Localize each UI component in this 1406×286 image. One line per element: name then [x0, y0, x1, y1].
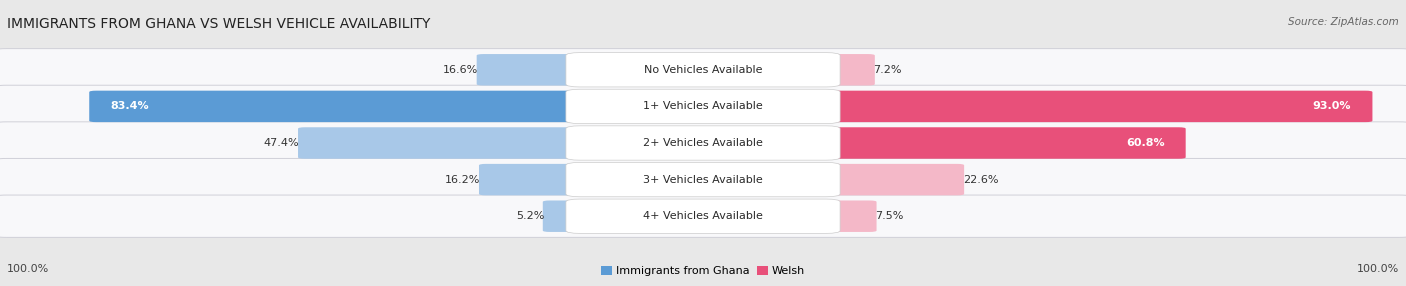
- Text: Source: ZipAtlas.com: Source: ZipAtlas.com: [1288, 17, 1399, 27]
- Text: 83.4%: 83.4%: [110, 102, 149, 111]
- Text: IMMIGRANTS FROM GHANA VS WELSH VEHICLE AVAILABILITY: IMMIGRANTS FROM GHANA VS WELSH VEHICLE A…: [7, 17, 430, 31]
- FancyBboxPatch shape: [818, 91, 1372, 122]
- FancyBboxPatch shape: [565, 89, 839, 124]
- Text: 16.2%: 16.2%: [446, 175, 481, 184]
- Text: 93.0%: 93.0%: [1313, 102, 1351, 111]
- Text: 16.6%: 16.6%: [443, 65, 478, 75]
- FancyBboxPatch shape: [565, 126, 839, 160]
- FancyBboxPatch shape: [818, 127, 1185, 159]
- FancyBboxPatch shape: [298, 127, 588, 159]
- Text: 47.4%: 47.4%: [264, 138, 299, 148]
- Text: 5.2%: 5.2%: [516, 211, 544, 221]
- FancyBboxPatch shape: [0, 195, 1406, 237]
- FancyBboxPatch shape: [818, 164, 965, 195]
- FancyBboxPatch shape: [565, 199, 839, 233]
- FancyBboxPatch shape: [0, 85, 1406, 128]
- Text: 2+ Vehicles Available: 2+ Vehicles Available: [643, 138, 763, 148]
- Text: 7.5%: 7.5%: [875, 211, 904, 221]
- FancyBboxPatch shape: [543, 200, 586, 232]
- Text: No Vehicles Available: No Vehicles Available: [644, 65, 762, 75]
- FancyBboxPatch shape: [818, 200, 876, 232]
- Text: 60.8%: 60.8%: [1126, 138, 1164, 148]
- FancyBboxPatch shape: [0, 122, 1406, 164]
- FancyBboxPatch shape: [477, 54, 588, 86]
- FancyBboxPatch shape: [818, 54, 875, 86]
- Legend: Immigrants from Ghana, Welsh: Immigrants from Ghana, Welsh: [596, 261, 810, 281]
- Text: 100.0%: 100.0%: [1357, 264, 1399, 274]
- Text: 1+ Vehicles Available: 1+ Vehicles Available: [643, 102, 763, 111]
- FancyBboxPatch shape: [89, 91, 588, 122]
- Text: 7.2%: 7.2%: [873, 65, 901, 75]
- Text: 4+ Vehicles Available: 4+ Vehicles Available: [643, 211, 763, 221]
- FancyBboxPatch shape: [0, 49, 1406, 91]
- FancyBboxPatch shape: [0, 158, 1406, 201]
- FancyBboxPatch shape: [479, 164, 586, 195]
- Text: 100.0%: 100.0%: [7, 264, 49, 274]
- Text: 22.6%: 22.6%: [963, 175, 998, 184]
- Text: 3+ Vehicles Available: 3+ Vehicles Available: [643, 175, 763, 184]
- FancyBboxPatch shape: [565, 53, 839, 87]
- FancyBboxPatch shape: [565, 162, 839, 197]
